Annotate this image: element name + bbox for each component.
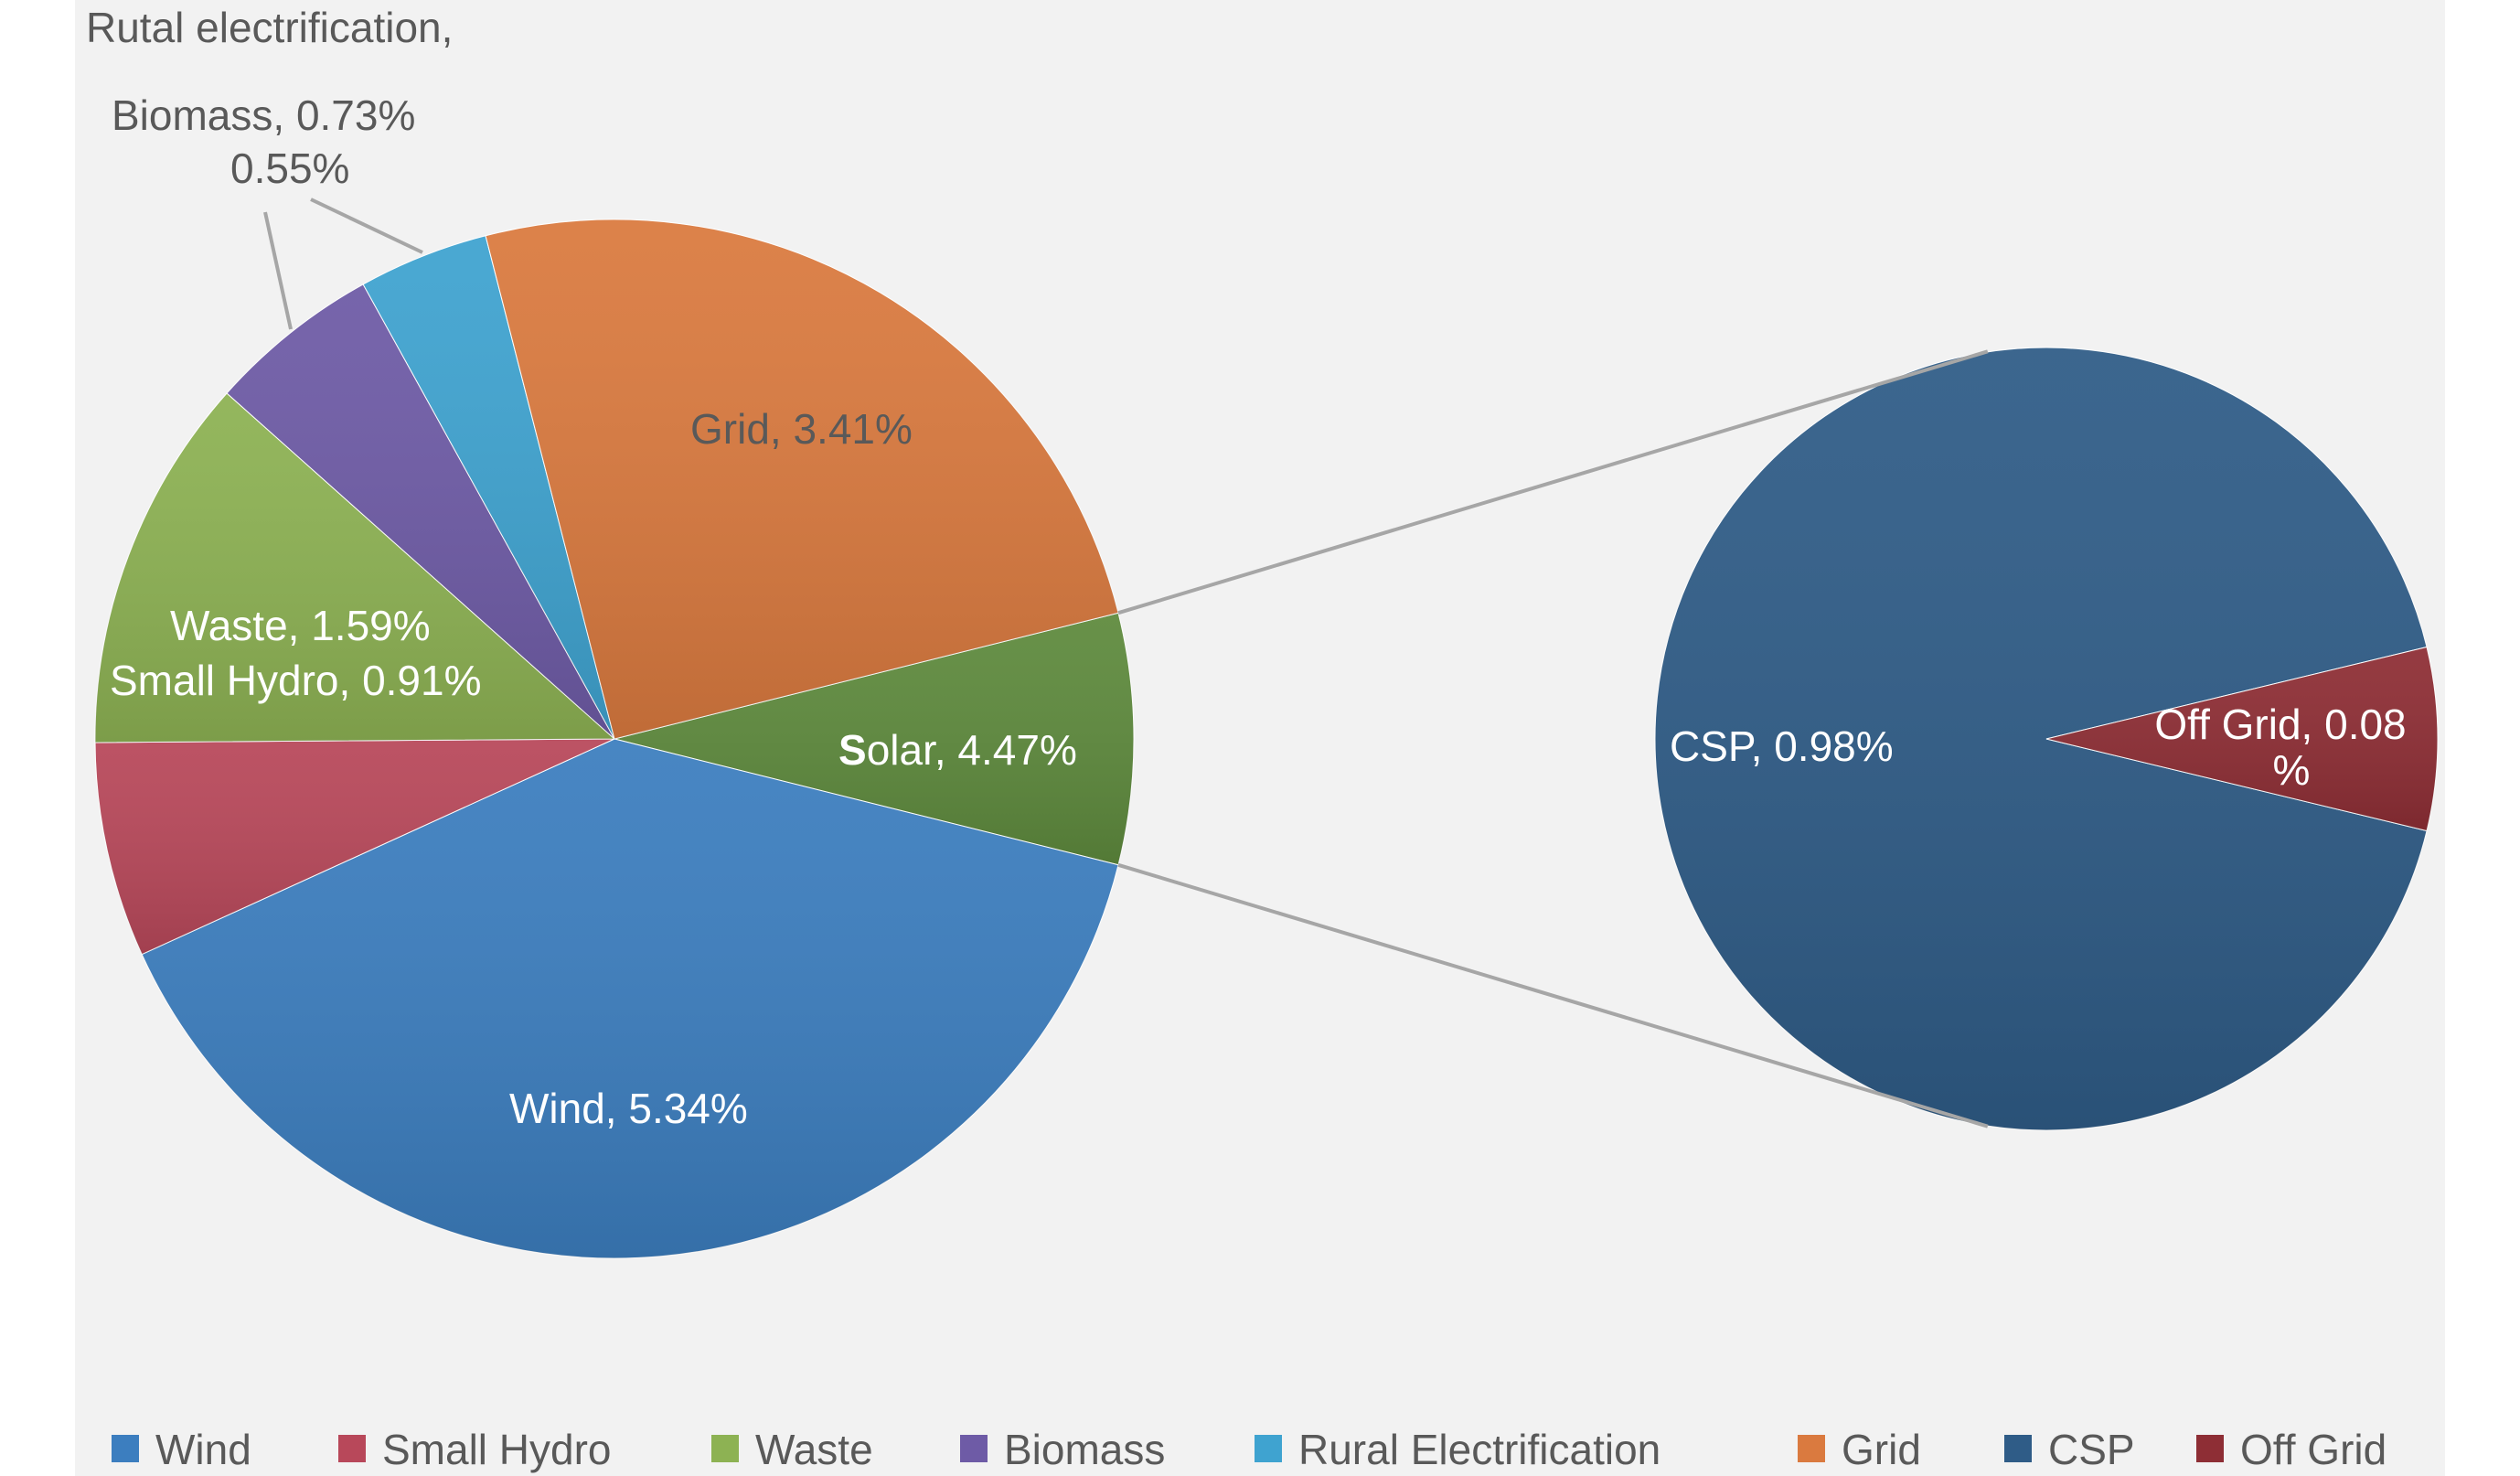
- label-solar-initial: S: [838, 726, 867, 774]
- legend-swatch-small-hydro: [338, 1435, 366, 1462]
- slice-waste: [94, 392, 616, 743]
- legend-label-rural-electrification: Rural Electrification: [1298, 1426, 1660, 1473]
- slice-biomass-shade: [227, 283, 615, 739]
- legend-swatch-waste: [711, 1435, 739, 1462]
- legend-swatch-rural-electrification: [1255, 1435, 1282, 1462]
- legend-item-csp: CSP: [2004, 1426, 2135, 1473]
- pie-connector-lines: [263, 198, 1989, 1128]
- leader-rural-electrification: [310, 198, 423, 254]
- slice-csp-shade: [1655, 348, 2428, 1130]
- slice-off-grid-shade: [2046, 647, 2439, 831]
- legend-label-small-hydro: Small Hydro: [382, 1426, 612, 1473]
- legend-item-grid: Grid: [1798, 1426, 1921, 1473]
- legend-item-small-hydro: Small Hydro: [338, 1426, 612, 1473]
- label-csp: CSP, 0.98%: [1670, 722, 1894, 770]
- slice-waste-shade: [94, 392, 615, 743]
- slice-solar: [614, 612, 1135, 866]
- slice-off-grid: [2045, 646, 2439, 832]
- legend-swatch-wind: [112, 1435, 139, 1462]
- legend-swatch-grid: [1798, 1435, 1825, 1462]
- legend-item-waste: Waste: [711, 1426, 873, 1473]
- connector-bottom: [1117, 862, 1989, 1128]
- slice-solar-shade: [614, 613, 1134, 865]
- slice-grid-shade: [486, 219, 1119, 739]
- slice-rural-electrification-shade: [363, 235, 614, 739]
- legend-swatch-csp: [2004, 1435, 2032, 1462]
- connector-top: [1117, 349, 1989, 615]
- slice-biomass: [226, 283, 615, 740]
- label-off-grid-line1: Off Grid, 0.08: [2154, 701, 2406, 748]
- legend-item-biomass: Biomass: [960, 1426, 1165, 1473]
- slice-small-hydro: [94, 738, 615, 956]
- secondary-pie: [1654, 347, 2439, 1131]
- legend-item-wind: Wind: [112, 1426, 251, 1473]
- slice-small-hydro-shade: [95, 739, 614, 955]
- legend-swatch-off-grid: [2196, 1435, 2224, 1462]
- label-grid: Grid, 3.41%: [690, 405, 913, 453]
- legend-label-biomass: Biomass: [1004, 1426, 1165, 1473]
- legend-item-off-grid: Off Grid: [2196, 1426, 2387, 1473]
- slice-wind: [141, 738, 1119, 1259]
- legend-swatch-biomass: [960, 1435, 988, 1462]
- legend: Wind Small Hydro Waste Biomass Rural Electri…: [112, 1426, 2387, 1473]
- legend-label-csp: CSP: [2048, 1426, 2135, 1473]
- legend-item-rural-electrification: Rural Electrification: [1255, 1426, 1660, 1473]
- legend-label-off-grid: Off Grid: [2240, 1426, 2387, 1473]
- slice-grid: [485, 219, 1119, 740]
- legend-label-waste: Waste: [755, 1426, 873, 1473]
- legend-label-grid: Grid: [1842, 1426, 1921, 1473]
- primary-pie: [94, 219, 1135, 1259]
- label-wind: Wind, 5.34%: [509, 1085, 748, 1132]
- label-solar-rest: olar, 4.47%: [867, 726, 1077, 774]
- legend-label-wind: Wind: [155, 1426, 251, 1473]
- label-solar: Solar, 4.47%: [838, 726, 1077, 774]
- label-off-grid-line2: %: [2273, 746, 2311, 794]
- label-biomass: Biomass, 0.73%: [112, 91, 415, 139]
- slice-csp: [1654, 347, 2428, 1131]
- label-small-hydro: Small Hydro, 0.91%: [110, 657, 482, 704]
- leader-biomass: [263, 211, 293, 330]
- label-waste: Waste, 1.59%: [170, 602, 431, 649]
- label-rural-electrification-line2: 0.55%: [230, 144, 349, 192]
- label-rural-electrification-line1: Rutal electrification,: [86, 4, 453, 51]
- slice-wind-shade: [142, 739, 1119, 1258]
